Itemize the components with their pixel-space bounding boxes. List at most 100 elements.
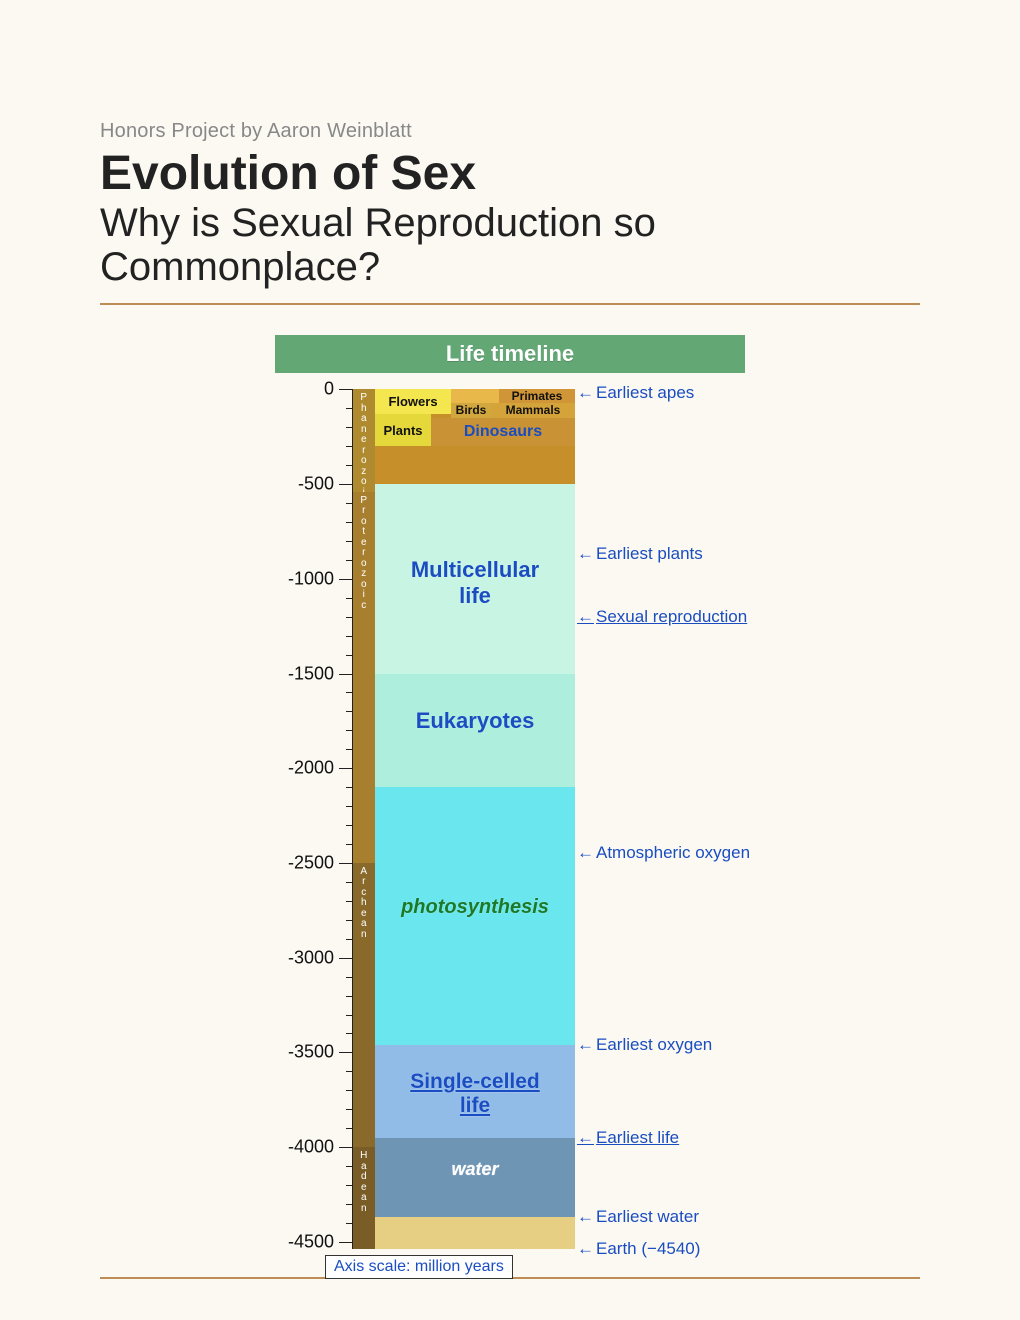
major-tick <box>339 958 353 959</box>
tick-label: -4000 <box>288 1137 334 1158</box>
tick-label: -500 <box>298 474 334 495</box>
event-label: Earliest apes <box>577 383 694 403</box>
major-tick <box>339 389 353 390</box>
event-label: Earliest life <box>577 1128 679 1148</box>
minor-tick <box>346 560 353 561</box>
event-label: Sexual reproduction <box>577 607 747 627</box>
minor-tick <box>346 1204 353 1205</box>
minor-tick <box>346 920 353 921</box>
major-tick <box>339 484 353 485</box>
minor-tick <box>346 465 353 466</box>
event-label: Earth (−4540) <box>577 1239 700 1259</box>
topcell-primates: Primates <box>499 389 575 402</box>
minor-tick <box>346 1071 353 1072</box>
minor-tick <box>346 522 353 523</box>
band-eukaryote: Eukaryotes <box>375 674 575 788</box>
minor-tick <box>346 730 353 731</box>
topcell-birds: Birds <box>451 403 491 418</box>
minor-tick <box>346 1128 353 1129</box>
minor-tick <box>346 598 353 599</box>
topcell-mammals: Mammals <box>491 403 575 418</box>
minor-tick <box>346 1185 353 1186</box>
tick-label: -3500 <box>288 1042 334 1063</box>
band-label: photosynthesis <box>375 896 575 919</box>
event-label: Earliest water <box>577 1207 699 1227</box>
minor-tick <box>346 1015 353 1016</box>
minor-tick <box>346 787 353 788</box>
minor-tick <box>346 749 353 750</box>
minor-tick <box>346 655 353 656</box>
eon-proterozoic: Proterozoic <box>353 492 375 863</box>
minor-tick <box>346 1109 353 1110</box>
eon-strip: PhanerozoicProterozoicArcheanHadean <box>353 389 375 1249</box>
minor-tick <box>346 427 353 428</box>
minor-tick <box>346 711 353 712</box>
minor-tick <box>346 636 353 637</box>
event-label: Earliest plants <box>577 544 703 564</box>
axis-scale-note: Axis scale: million years <box>325 1255 513 1279</box>
event-label: Atmospheric oxygen <box>577 843 750 863</box>
minor-tick <box>346 901 353 902</box>
band-preearth <box>375 1217 575 1249</box>
event-label: Earliest oxygen <box>577 1035 712 1055</box>
major-tick <box>339 1242 353 1243</box>
y-axis: 0-500-1000-1500-2000-2500-3000-3500-4000… <box>325 389 353 1249</box>
tick-label: -1500 <box>288 663 334 684</box>
topcell-flowers: Flowers <box>375 389 451 414</box>
eon-hadean: Hadean <box>353 1147 375 1249</box>
minor-tick <box>346 806 353 807</box>
major-tick <box>339 768 353 769</box>
major-tick <box>339 863 353 864</box>
tick-label: -2500 <box>288 852 334 873</box>
major-tick <box>339 1147 353 1148</box>
page-title: Evolution of Sex <box>100 149 920 199</box>
band-singlecell: Single-celledlife <box>375 1045 575 1138</box>
tick-label: -2000 <box>288 758 334 779</box>
minor-tick <box>346 1090 353 1091</box>
minor-tick <box>346 541 353 542</box>
minor-tick <box>346 408 353 409</box>
major-tick <box>339 1052 353 1053</box>
chart-title: Life timeline <box>275 335 745 373</box>
band-label: Single-celledlife <box>375 1070 575 1118</box>
band-water: water <box>375 1138 575 1218</box>
minor-tick <box>346 503 353 504</box>
topcell-plants: Plants <box>375 414 431 446</box>
minor-tick <box>346 939 353 940</box>
document-page: Honors Project by Aaron Weinblatt Evolut… <box>0 0 1020 1319</box>
minor-tick <box>346 1033 353 1034</box>
major-tick <box>339 579 353 580</box>
page-subtitle: Why is Sexual Reproduction so Commonplac… <box>100 201 920 289</box>
horizontal-rule-top <box>100 303 920 305</box>
supertitle: Honors Project by Aaron Weinblatt <box>100 120 920 143</box>
band-photosyn: photosynthesis <box>375 787 575 1045</box>
chart-body: 0-500-1000-1500-2000-2500-3000-3500-4000… <box>325 389 745 1249</box>
minor-tick <box>346 446 353 447</box>
topcell-blank <box>451 389 499 402</box>
chart-container: Life timeline 0-500-1000-1500-2000-2500-… <box>100 335 920 1249</box>
timeline-column: Multicellularlife Eukaryotes photosynthesi… <box>375 389 575 1249</box>
tick-label: -1000 <box>288 568 334 589</box>
band-multicell: Multicellularlife <box>375 484 575 673</box>
minor-tick <box>346 1166 353 1167</box>
life-timeline-chart: Life timeline 0-500-1000-1500-2000-2500-… <box>275 335 745 1249</box>
event-labels: Earliest apesEarliest plantsSexual repro… <box>585 389 785 1249</box>
band-label: Eukaryotes <box>375 708 575 734</box>
band-label: water <box>375 1159 575 1180</box>
tick-label: -4500 <box>288 1231 334 1252</box>
minor-tick <box>346 1223 353 1224</box>
eon-phanerozoic: Phanerozoic <box>353 389 375 491</box>
topcell-dinosaurs: Dinosaurs <box>431 418 575 446</box>
tick-label: -3000 <box>288 947 334 968</box>
minor-tick <box>346 977 353 978</box>
band-label: Multicellularlife <box>375 557 575 609</box>
minor-tick <box>346 692 353 693</box>
minor-tick <box>346 844 353 845</box>
major-tick <box>339 674 353 675</box>
minor-tick <box>346 825 353 826</box>
eon-archean: Archean <box>353 863 375 1147</box>
minor-tick <box>346 996 353 997</box>
minor-tick <box>346 617 353 618</box>
minor-tick <box>346 882 353 883</box>
tick-label: 0 <box>324 379 334 400</box>
